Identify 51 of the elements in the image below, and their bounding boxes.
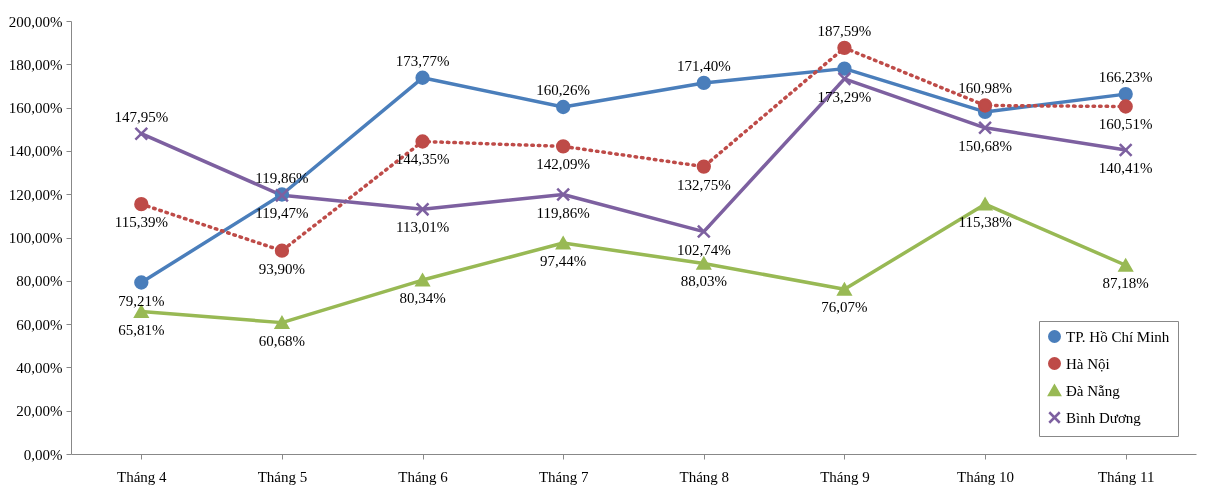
x-tick-label: Tháng 10 (957, 468, 1015, 485)
data-label: 140,41% (1098, 160, 1153, 177)
data-label: 187,59% (817, 22, 872, 39)
data-label: 87,18% (1102, 275, 1149, 292)
y-tick-label: 80,00% (16, 273, 63, 290)
y-tick-label: 40,00% (16, 359, 63, 376)
data-label: 160,51% (1098, 116, 1153, 133)
y-tick-label: 200,00% (8, 13, 63, 30)
data-label: 113,01% (395, 219, 450, 236)
data-label: 115,39% (114, 214, 168, 231)
y-tick-label: 160,00% (8, 100, 63, 117)
data-label: 173,77% (395, 52, 450, 69)
data-label: 119,86% (536, 204, 590, 221)
data-label: 80,34% (399, 290, 446, 307)
data-label: 93,90% (258, 260, 306, 277)
data-label: 119,47% (255, 205, 309, 222)
y-tick-label: 140,00% (8, 143, 63, 160)
x-tick-label: Tháng 9 (820, 468, 870, 485)
x-tick-label: Tháng 11 (1097, 468, 1155, 485)
y-tick-label: 100,00% (8, 230, 63, 246)
data-label: 97,44% (540, 253, 587, 270)
y-tick-label: 120,00% (8, 186, 63, 203)
y-tick-label: 0,00% (23, 446, 63, 463)
data-label: 65,81% (118, 321, 165, 338)
data-label: 79,21% (118, 292, 165, 309)
data-label: 102,74% (676, 241, 731, 258)
y-tick-label: 180,00% (8, 56, 63, 73)
legend-label: Đà Nẵng (1066, 382, 1121, 399)
data-label: 160,26% (536, 82, 591, 99)
data-label: 142,09% (536, 156, 591, 173)
data-label: 171,40% (676, 57, 731, 74)
data-label: 88,03% (680, 273, 727, 290)
y-tick-label: 60,00% (16, 316, 63, 333)
y-tick-label: 20,00% (16, 403, 63, 420)
legend-label: Bình Dương (1066, 409, 1142, 426)
x-tick-label: Tháng 8 (679, 468, 730, 485)
data-label: 76,07% (821, 299, 868, 316)
x-tick-label: Tháng 6 (398, 468, 449, 485)
data-label: 144,35% (395, 151, 450, 168)
x-tick-label: Tháng 7 (538, 468, 589, 485)
data-label: 60,68% (258, 332, 306, 349)
data-label: 160,98% (958, 80, 1012, 97)
x-tick-label: Tháng 5 (257, 468, 308, 485)
x-tick-label: Tháng 4 (117, 468, 168, 485)
data-label: 115,38% (958, 214, 1012, 231)
legend-label: Hà Nội (1066, 355, 1110, 372)
data-label: 150,68% (958, 137, 1012, 154)
data-label: 166,23% (1098, 69, 1153, 86)
legend-label: TP. Hồ Chí Minh (1066, 328, 1170, 345)
data-label: 132,75% (676, 176, 731, 193)
data-label: 147,95% (114, 108, 169, 125)
